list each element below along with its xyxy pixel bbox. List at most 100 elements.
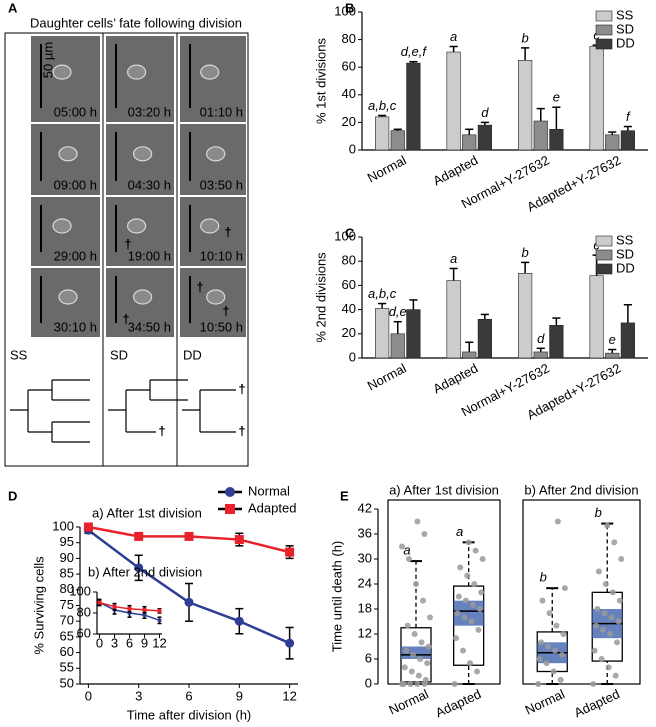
data-point <box>465 539 472 546</box>
y-tick-label: 100 <box>334 228 356 243</box>
group-title: a) After 1st division <box>389 482 499 497</box>
group-frame <box>387 499 501 685</box>
panel-title: Daughter cells’ fate following division <box>30 15 242 30</box>
marker <box>112 604 117 609</box>
bar <box>549 129 564 151</box>
y-tick-label: 60 <box>60 644 74 659</box>
x-tick-label: 9 <box>141 635 148 650</box>
legend-label: SS <box>616 232 634 247</box>
data-point <box>553 622 560 629</box>
time-label: 10:10 h <box>200 248 243 263</box>
data-point <box>427 614 433 621</box>
bar <box>446 280 461 359</box>
y-tick-label: 12 <box>358 625 372 640</box>
panel-label: A <box>8 0 18 15</box>
significance-label: e <box>609 332 616 347</box>
x-tick-label: 12 <box>152 635 166 650</box>
data-point <box>543 660 550 667</box>
data-point <box>422 676 429 683</box>
legend-swatch <box>595 24 613 36</box>
data-point <box>457 564 464 571</box>
bar <box>462 351 477 359</box>
data-point <box>418 639 425 646</box>
x-tick-label: Adapted <box>430 360 480 396</box>
time-label: 03:50 h <box>200 177 243 192</box>
data-point <box>601 610 608 617</box>
x-tick-label: 0 <box>85 688 92 703</box>
marker <box>285 638 295 648</box>
y-tick-label: 80 <box>342 31 356 46</box>
significance-label: b <box>595 505 602 520</box>
data-point <box>411 631 418 637</box>
y-tick-label: 80 <box>60 581 74 596</box>
data-point <box>475 626 482 633</box>
data-point <box>415 672 422 679</box>
data-point <box>600 626 607 633</box>
data-point <box>552 647 559 654</box>
death-marker: † <box>124 236 131 251</box>
data-point <box>420 597 426 604</box>
y-axis-label: Time until death (h) <box>329 541 344 653</box>
y-axis-label: % 2nd divisions <box>313 252 328 343</box>
marker <box>157 608 162 613</box>
panel-label: E <box>340 488 349 503</box>
significance-label: a,b,c <box>368 98 397 113</box>
cell <box>206 289 226 305</box>
y-tick-label: 80 <box>77 604 91 619</box>
y-tick-label: 0 <box>365 675 372 690</box>
y-tick-label: 55 <box>60 660 74 675</box>
time-label: 30:10 h <box>54 319 97 334</box>
data-point <box>598 656 605 662</box>
death-marker: † <box>222 303 229 318</box>
death-marker: † <box>122 311 129 326</box>
significance-label: a <box>450 29 457 44</box>
data-point <box>618 556 625 562</box>
data-point <box>424 660 431 667</box>
x-tick-label: 9 <box>236 688 243 703</box>
x-axis-label: Time after division (h) <box>127 707 252 722</box>
legend-label: Normal <box>248 483 290 498</box>
data-point <box>616 597 623 604</box>
bar <box>477 124 492 151</box>
x-tick-label: Adapted <box>433 686 483 720</box>
marker <box>184 597 194 607</box>
bar <box>533 120 548 151</box>
data-point <box>408 668 415 675</box>
data-point <box>414 681 421 687</box>
bar <box>390 333 405 359</box>
y-tick-label: 100 <box>334 3 356 18</box>
y-axis-label: % Surviving cells <box>31 556 46 655</box>
data-point <box>413 581 419 587</box>
x-tick-label: Normal <box>365 152 409 185</box>
death-marker: † <box>196 279 203 294</box>
marker <box>184 531 194 541</box>
data-point <box>454 610 461 617</box>
significance-label: d <box>481 105 489 120</box>
data-point <box>407 681 414 687</box>
cell <box>133 146 153 162</box>
y-tick-label: 60 <box>342 59 356 74</box>
significance-label: d <box>537 331 545 346</box>
bar <box>605 352 620 359</box>
cell <box>127 218 147 234</box>
y-tick-label: 65 <box>60 628 74 643</box>
data-point <box>608 614 615 621</box>
data-point <box>414 518 421 525</box>
bar <box>518 272 533 359</box>
legend-label: SD <box>616 21 634 36</box>
significance-label: e <box>553 90 560 105</box>
y-tick-label: 30 <box>358 550 372 565</box>
y-tick-label: 20 <box>342 114 356 129</box>
data-point <box>471 581 478 587</box>
cell <box>200 218 220 234</box>
y-tick-label: 40 <box>342 301 356 316</box>
group-title: b) After 2nd division <box>524 482 638 497</box>
bar <box>605 134 620 151</box>
data-point <box>404 622 411 629</box>
time-label: 05:00 h <box>54 104 97 119</box>
cell <box>133 289 153 305</box>
marker <box>83 522 93 532</box>
data-point <box>472 547 479 554</box>
significance-label: a <box>456 524 463 539</box>
significance-label: a,b,c <box>368 286 397 301</box>
